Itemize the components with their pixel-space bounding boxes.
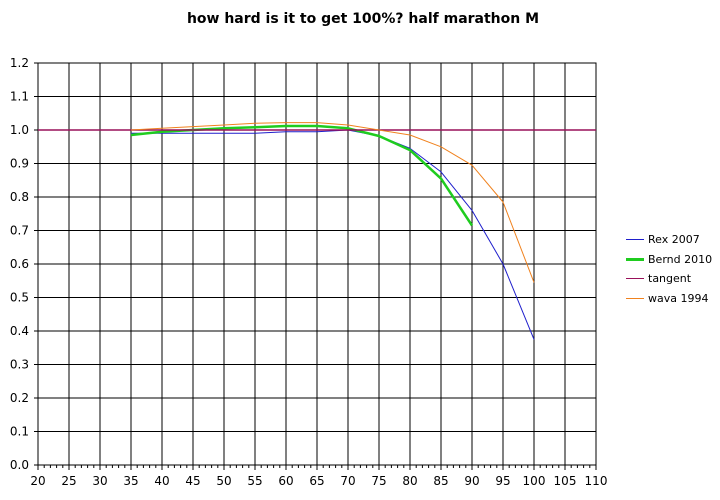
x-tick-label: 70 (340, 474, 355, 488)
tick-labels: 20 25 30 35 40 45 50 55 60 65 70 75 80 85 90 95 100 105 11… (10, 56, 608, 488)
legend-label: tangent (648, 272, 692, 286)
x-tick-label: 45 (185, 474, 200, 488)
legend-label: wava 1994 (648, 291, 709, 305)
y-tick-label: 0.6 (10, 257, 29, 271)
legend-item: tangent (626, 269, 712, 289)
legend-swatch (626, 278, 644, 280)
y-tick-label: 0.4 (10, 324, 29, 338)
x-tick-label: 100 (523, 474, 546, 488)
legend-label: Rex 2007 (648, 233, 700, 247)
series-line-rex-2007 (131, 129, 535, 340)
y-tick-label: 0.2 (10, 391, 29, 405)
y-tick-label: 0.5 (10, 291, 29, 305)
legend-swatch (626, 257, 644, 261)
y-tick-label: 0.7 (10, 224, 29, 238)
x-tick-label: 110 (585, 474, 608, 488)
legend-label: Bernd 2010 (648, 252, 713, 266)
x-tick-label: 105 (554, 474, 577, 488)
x-tick-label: 95 (495, 474, 510, 488)
y-tick-label: 0.1 (10, 425, 29, 439)
x-tick-label: 40 (154, 474, 169, 488)
x-tick-label: 35 (123, 474, 138, 488)
legend-item: wava 1994 (626, 289, 712, 309)
series-lines (38, 122, 596, 340)
y-tick-label: 0.9 (10, 157, 29, 171)
x-tick-label: 55 (247, 474, 262, 488)
x-tick-label: 25 (61, 474, 76, 488)
y-tick-label: 1.2 (10, 56, 29, 70)
x-tick-label: 50 (216, 474, 231, 488)
y-tick-label: 1.1 (10, 90, 29, 104)
legend-swatch (626, 297, 644, 299)
legend-swatch (626, 239, 644, 241)
legend-item: Rex 2007 (626, 230, 712, 250)
y-tick-label: 0.8 (10, 190, 29, 204)
x-tick-label: 75 (371, 474, 386, 488)
x-tick-label: 90 (464, 474, 479, 488)
x-tick-label: 60 (278, 474, 293, 488)
x-tick-label: 65 (309, 474, 324, 488)
x-tick-label: 85 (433, 474, 448, 488)
x-tick-label: 20 (30, 474, 45, 488)
chart-title: how hard is it to get 100%? half maratho… (186, 11, 540, 27)
series-line-wava-1994 (130, 122, 535, 283)
axes (34, 62, 597, 470)
grid (37, 62, 597, 466)
y-tick-label: 1.0 (10, 123, 29, 137)
x-tick-label: 80 (402, 474, 417, 488)
y-tick-label: 0.0 (10, 458, 29, 472)
x-tick-label: 30 (92, 474, 107, 488)
legend: Rex 2007 Bernd 2010 tangent wava 1994 (626, 230, 712, 308)
legend-item: Bernd 2010 (626, 250, 712, 270)
y-tick-label: 0.3 (10, 358, 29, 372)
